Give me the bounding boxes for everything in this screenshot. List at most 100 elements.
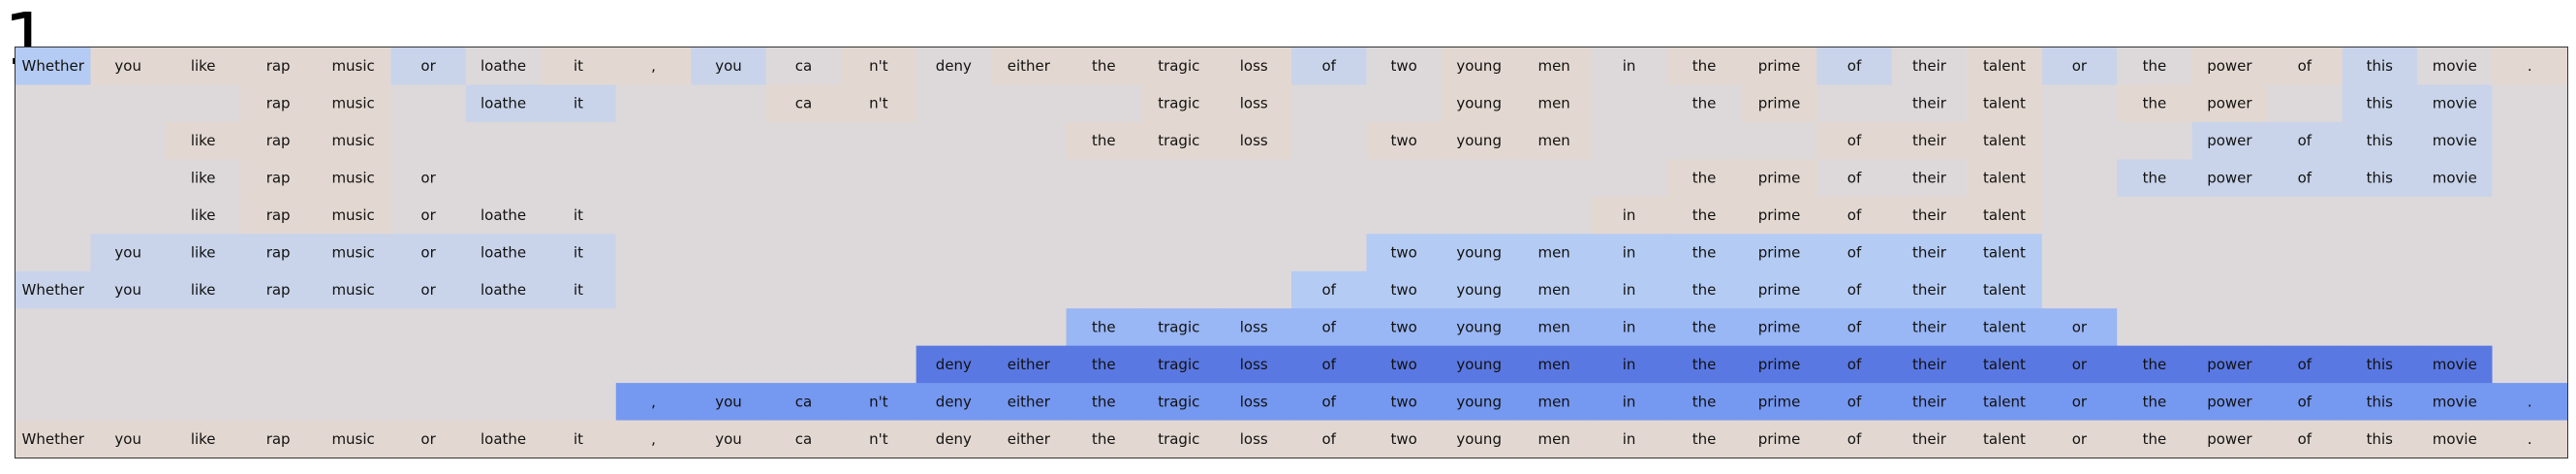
token-label: loathe — [481, 95, 526, 112]
token-label: in — [1623, 318, 1636, 335]
grid-cell — [615, 345, 692, 384]
token-label: two — [1391, 393, 1417, 410]
token-label: rap — [266, 170, 291, 187]
grid-cell — [916, 84, 992, 123]
grid-cell — [16, 308, 92, 347]
grid-cell — [841, 270, 917, 309]
token-label: their — [1912, 356, 1947, 373]
token-label: of — [1847, 393, 1862, 410]
token-label: young — [1456, 95, 1502, 112]
grid-cell — [2342, 121, 2418, 160]
token-label: n't — [869, 57, 888, 75]
token-label: or — [2072, 57, 2088, 75]
token-label: power — [2207, 393, 2252, 410]
token-label: like — [191, 132, 216, 149]
grid-cell — [390, 345, 467, 384]
token-label: the — [2143, 57, 2167, 75]
token-label: it — [574, 281, 583, 299]
grid-cell — [2117, 234, 2193, 272]
token-label: loss — [1240, 318, 1268, 335]
token-label: ca — [795, 430, 812, 448]
grid-cell — [765, 159, 842, 198]
grid-cell — [1891, 270, 1968, 309]
grid-cell — [1066, 270, 1142, 309]
grid-cell — [240, 84, 317, 123]
token-label: . — [2528, 430, 2532, 448]
grid-cell — [1741, 270, 1817, 309]
token-label: two — [1391, 430, 1417, 448]
token-label: the — [1692, 95, 1717, 112]
token-label: you — [114, 57, 141, 75]
grid-cell — [841, 159, 917, 198]
token-label: rap — [266, 244, 291, 262]
token-label: you — [715, 430, 742, 448]
grid-cell — [2492, 121, 2567, 160]
grid-cell — [2117, 84, 2193, 123]
grid-cell — [90, 420, 167, 458]
token-label: young — [1456, 318, 1502, 335]
grid-cell — [390, 383, 467, 422]
grid-cell — [16, 47, 92, 86]
token-label: music — [331, 95, 374, 112]
token-label: the — [2143, 430, 2167, 448]
token-label: music — [331, 281, 374, 299]
token-label: the — [1692, 206, 1717, 224]
grid-cell — [465, 383, 542, 422]
grid-cell — [615, 159, 692, 198]
grid-cell — [1441, 84, 1518, 123]
token-label: this — [2367, 170, 2394, 187]
grid-cell — [1666, 270, 1743, 309]
grid-cell — [691, 345, 767, 384]
grid-cell — [615, 47, 692, 86]
token-label: this — [2367, 132, 2394, 149]
grid-cell — [1666, 420, 1743, 458]
token-label: the — [2143, 393, 2167, 410]
token-label: the — [1692, 356, 1717, 373]
grid-cell — [691, 383, 767, 422]
grid-cell — [1216, 234, 1292, 272]
grid-cell — [165, 270, 242, 309]
grid-cell — [240, 420, 317, 458]
grid-cell — [991, 383, 1068, 422]
token-label: power — [2207, 430, 2252, 448]
token-label: music — [331, 206, 374, 224]
token-label: music — [331, 430, 374, 448]
grid-cell — [1141, 270, 1218, 309]
token-label: the — [1692, 281, 1717, 299]
token-label: in — [1623, 430, 1636, 448]
grid-cell — [841, 121, 917, 160]
token-label: young — [1456, 393, 1502, 410]
token-label: men — [1537, 430, 1569, 448]
grid-cell — [165, 345, 242, 384]
grid-cell — [90, 47, 167, 86]
token-label: movie — [2433, 356, 2477, 373]
grid-cell — [1891, 47, 1968, 86]
token-label: prime — [1758, 318, 1801, 335]
grid-cell — [315, 420, 391, 458]
token-label: it — [574, 95, 583, 112]
grid-cell — [465, 47, 542, 86]
token-label: of — [1322, 393, 1337, 410]
grid-cell — [2117, 196, 2193, 235]
grid-cell — [841, 345, 917, 384]
token-label: men — [1537, 57, 1569, 75]
grid-cell — [390, 159, 467, 198]
grid-cell — [1516, 234, 1593, 272]
grid-cell — [615, 270, 692, 309]
grid-cell — [165, 420, 242, 458]
grid-cell — [2267, 196, 2343, 235]
token-label: music — [331, 244, 374, 262]
token-label: like — [191, 170, 216, 187]
token-label: or — [2072, 318, 2088, 335]
grid-cell — [991, 196, 1068, 235]
grid-cell — [1141, 159, 1218, 198]
token-label: their — [1912, 170, 1947, 187]
grid-cell — [1516, 159, 1593, 198]
grid-row: Whether you like rap music or loathe it, you ca n'… — [16, 47, 2567, 86]
grid-cell — [1216, 84, 1292, 123]
token-label: this — [2367, 430, 2394, 448]
grid-cell — [2191, 121, 2268, 160]
grid-cell — [916, 121, 992, 160]
token-label: of — [2298, 57, 2312, 75]
grid-cell — [2041, 345, 2118, 384]
